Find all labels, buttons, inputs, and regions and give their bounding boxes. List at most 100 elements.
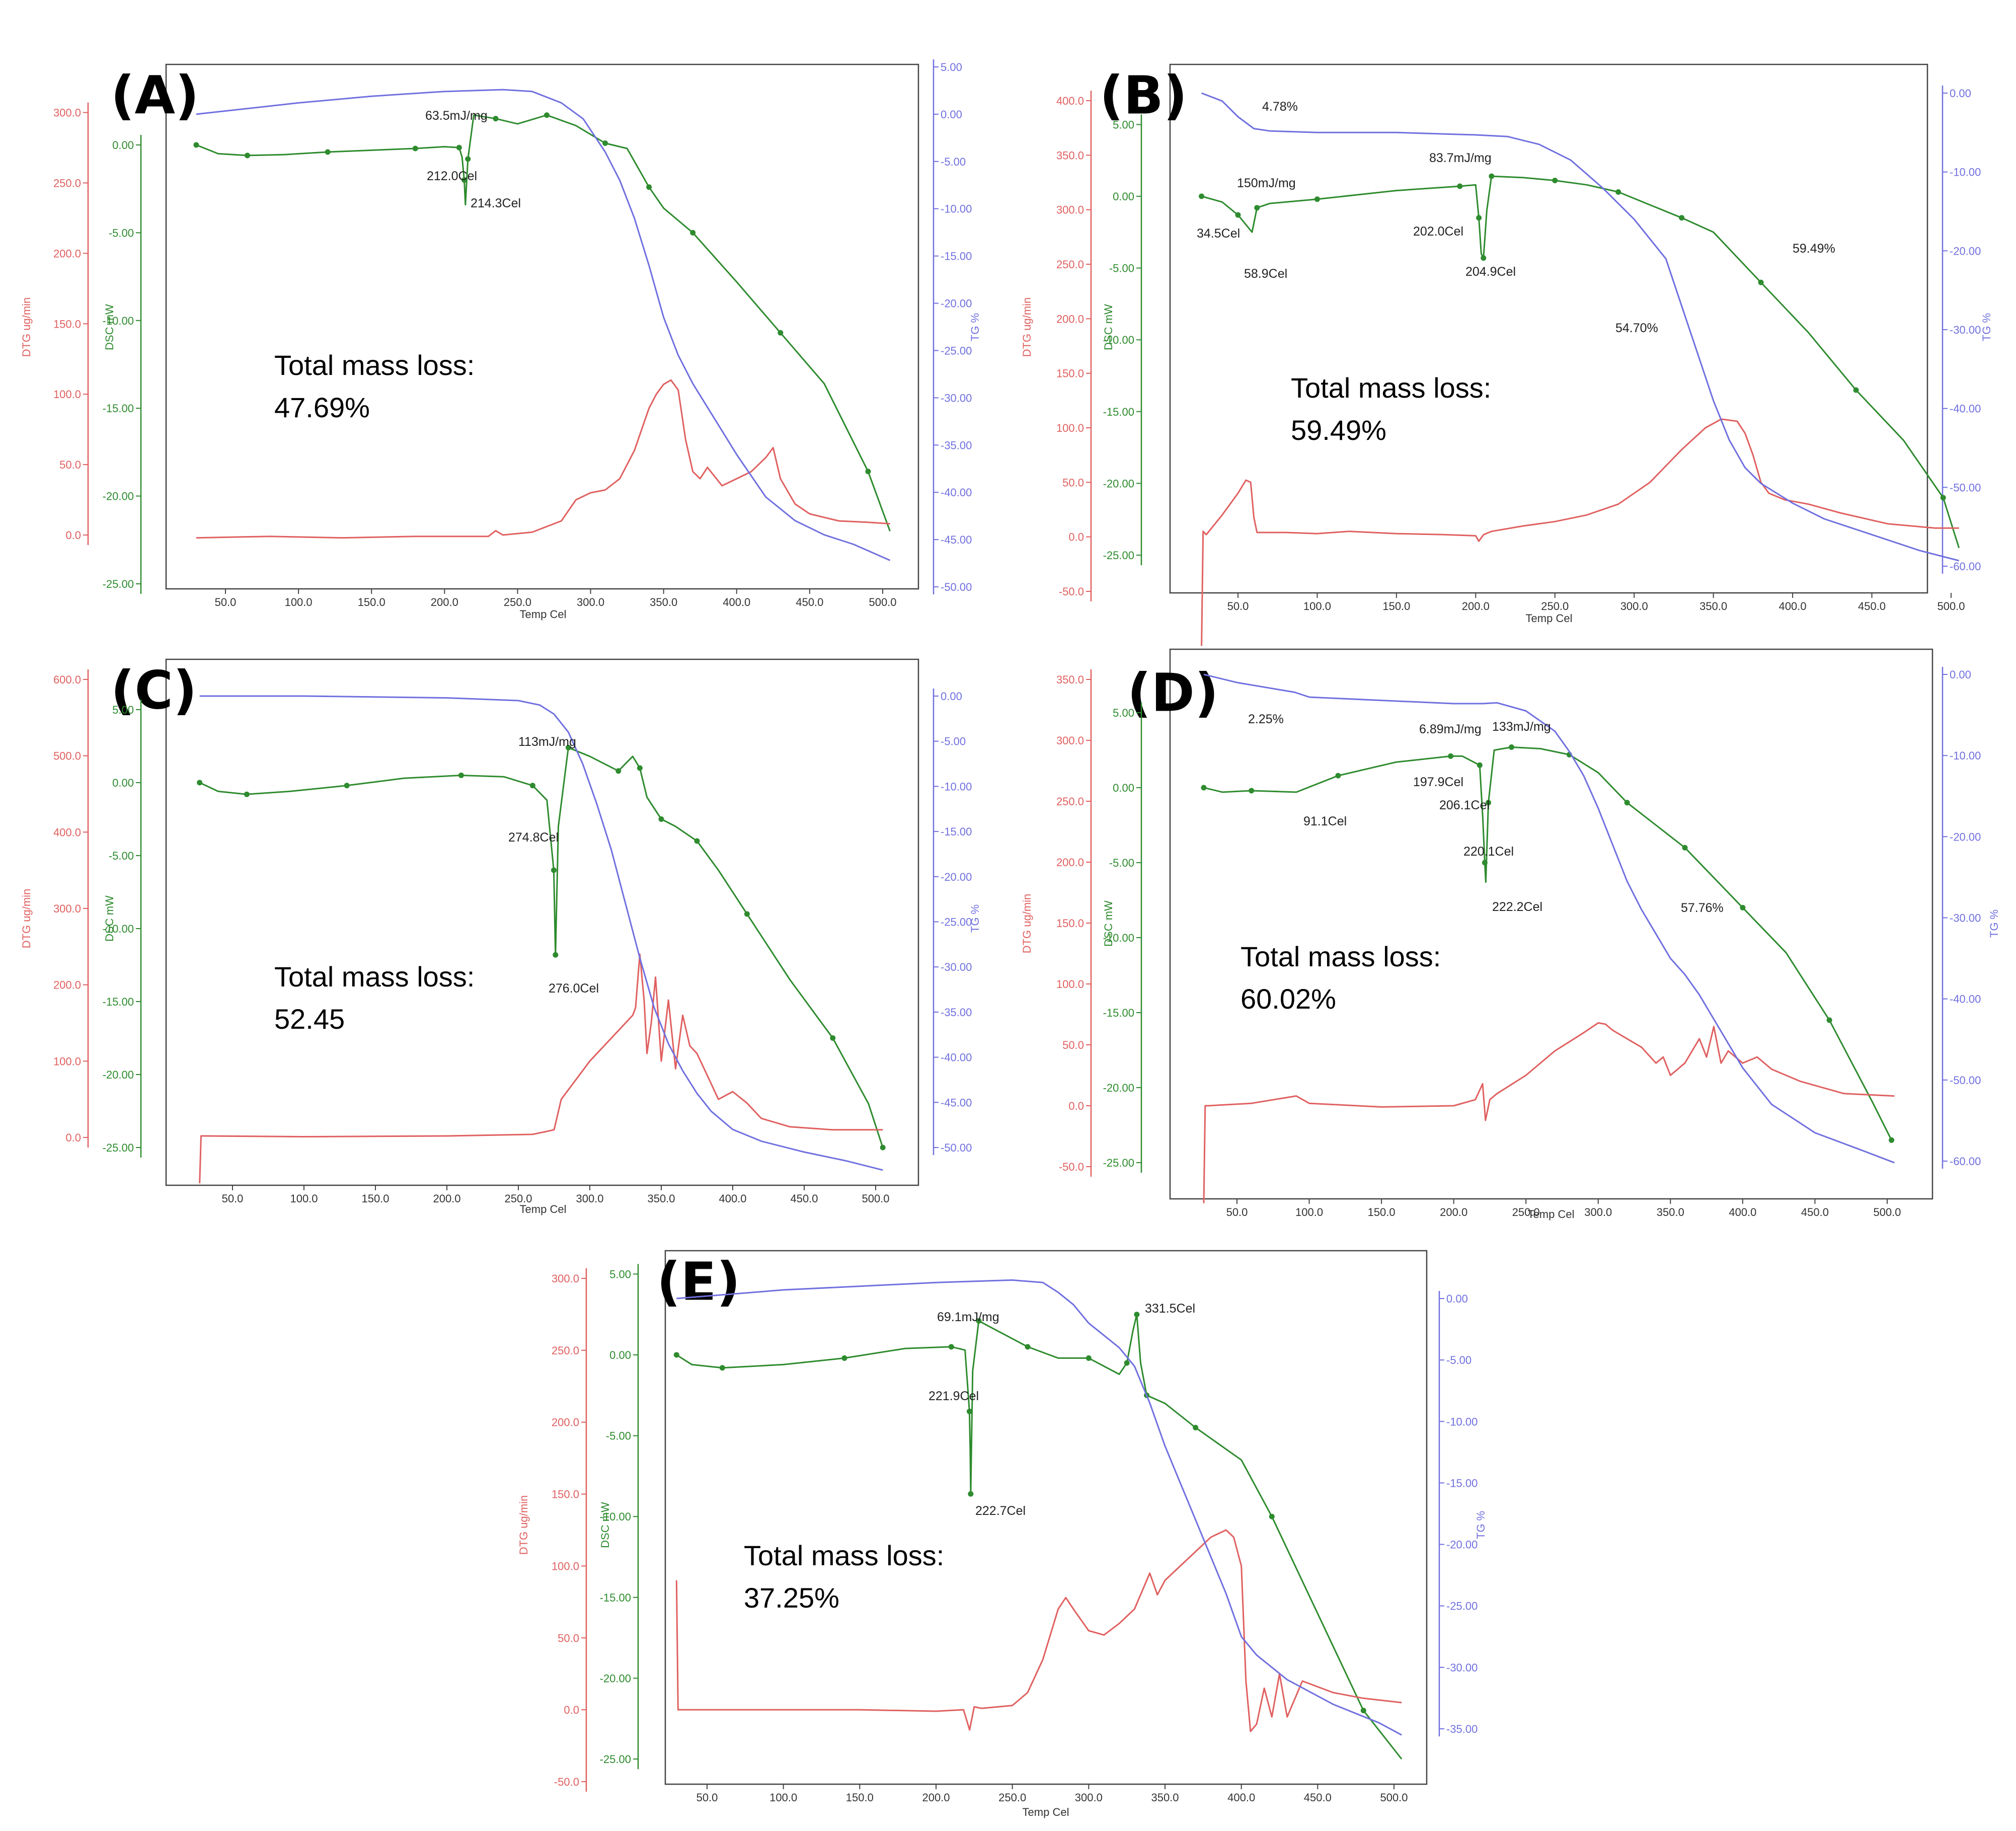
dtg-tick-label: 150.0 xyxy=(1056,367,1084,380)
dtg-curve xyxy=(196,379,890,539)
dsc-marker xyxy=(1235,212,1241,218)
dsc-tick-label: -20.00 xyxy=(1103,1082,1134,1094)
dtg-tick-label: 150.0 xyxy=(1056,917,1084,930)
panel-c: (C) Total mass loss: 52.45 50.0 100.0 150.0 20… xyxy=(20,658,981,1215)
dsc-curve xyxy=(1201,175,1960,549)
dsc-marker xyxy=(1481,255,1487,261)
x-tick-label: 50.0 xyxy=(215,596,237,608)
tg-tick-label: -35.00 xyxy=(1446,1723,1478,1735)
dtg-tick-label: 100.0 xyxy=(1056,978,1084,990)
dsc-marker xyxy=(1615,189,1621,195)
curve-annotation: 276.0Cel xyxy=(549,981,599,996)
dsc-tick-label: -10.00 xyxy=(103,923,134,935)
dtg-tick-label: 200.0 xyxy=(53,247,81,260)
tg-tick-label: 5.00 xyxy=(941,61,962,73)
dsc-tick-label: -5.00 xyxy=(606,1430,631,1442)
panel-a: (A) Total mass loss: 47.69% 50.0 100.0 150.0 2… xyxy=(20,59,981,621)
dsc-tick-label: -5.00 xyxy=(109,850,134,862)
dsc-axis-title: DSC mW xyxy=(103,304,116,350)
curve-annotation: 222.7Cel xyxy=(975,1504,1026,1518)
x-tick-label: 50.0 xyxy=(696,1791,718,1804)
tg-tick-label: -30.00 xyxy=(1950,324,1981,336)
x-tick-label: 250.0 xyxy=(1541,600,1569,613)
dtg-tick-label: 200.0 xyxy=(1056,856,1084,869)
x-tick-label: 400.0 xyxy=(719,1192,746,1205)
curve-annotation: 91.1Cel xyxy=(1303,814,1347,828)
dsc-curve xyxy=(199,746,884,1148)
dtg-tick-label: 0.0 xyxy=(1068,531,1084,544)
dsc-tick-label: -15.00 xyxy=(1103,406,1134,418)
dtg-tick-label: 200.0 xyxy=(1056,313,1084,325)
tg-curve xyxy=(1201,92,1960,562)
dtg-tick-label: 350.0 xyxy=(1056,673,1084,686)
tg-tick-label: -60.00 xyxy=(1950,560,1981,573)
dsc-marker xyxy=(1740,904,1746,910)
curve-annotation: 63.5mJ/mg xyxy=(425,109,488,123)
tg-tick-label: -10.00 xyxy=(1950,749,1981,762)
dsc-marker xyxy=(565,744,571,750)
dsc-marker xyxy=(1085,1355,1092,1361)
dtg-tick-label: 50.0 xyxy=(59,459,81,471)
dsc-marker xyxy=(778,330,784,336)
dsc-marker xyxy=(197,780,203,786)
dsc-marker xyxy=(461,177,468,183)
mass-loss-label: Total mass loss: xyxy=(274,349,475,381)
dtg-tick-label: 300.0 xyxy=(1056,204,1084,216)
tg-tick-label: -40.00 xyxy=(941,1051,972,1064)
dtg-tick-label: 150.0 xyxy=(552,1488,579,1501)
dsc-curve xyxy=(196,114,891,531)
dtg-tick-label: 300.0 xyxy=(1056,734,1084,747)
tg-tick-label: -30.00 xyxy=(1950,912,1981,925)
dsc-marker xyxy=(1360,1708,1366,1714)
dsc-tick-label: -5.00 xyxy=(1109,262,1134,275)
curve-annotation: 83.7mJ/mg xyxy=(1429,151,1492,165)
dsc-tick-label: -15.00 xyxy=(103,402,134,415)
x-tick-label: 450.0 xyxy=(790,1192,818,1205)
plot-frame xyxy=(1169,63,1928,594)
dsc-marker xyxy=(880,1145,886,1151)
x-tick-label: 250.0 xyxy=(998,1791,1026,1804)
curve-annotation: 221.9Cel xyxy=(928,1389,979,1403)
tg-axis-title: TG % xyxy=(969,313,981,341)
tg-curve xyxy=(676,1279,1402,1736)
dsc-tick-label: 5.00 xyxy=(1113,707,1134,719)
dtg-curve xyxy=(675,1529,1402,1732)
dtg-axis-title: DTG ug/min xyxy=(20,889,33,949)
curve-annotation: 204.9Cel xyxy=(1465,265,1516,279)
x-tick-label: 350.0 xyxy=(650,596,677,608)
x-tick-label: 150.0 xyxy=(1382,600,1410,613)
curve-annotation: 57.76% xyxy=(1681,901,1724,915)
dtg-tick-label: 50.0 xyxy=(1062,1039,1084,1051)
curve-annotation: 58.9Cel xyxy=(1244,267,1287,281)
x-tick-label: 450.0 xyxy=(796,596,823,608)
dtg-tick-label: 250.0 xyxy=(552,1344,579,1357)
curve-annotation: 331.5Cel xyxy=(1145,1302,1195,1316)
dtg-axis-title: DTG ug/min xyxy=(517,1495,530,1555)
dsc-marker xyxy=(948,1344,954,1350)
dtg-tick-label: 250.0 xyxy=(1056,258,1084,271)
dsc-marker xyxy=(456,144,462,150)
dsc-axis-title: DSC mW xyxy=(1102,900,1115,947)
dsc-marker xyxy=(1448,753,1454,759)
x-tick-label: 450.0 xyxy=(1801,1206,1829,1218)
dsc-tick-label: -15.00 xyxy=(103,996,134,1008)
tg-tick-label: -30.00 xyxy=(941,961,972,973)
panel-d: (D) Total mass loss: 60.02% 50.0 100.0 150.0 2… xyxy=(1021,648,2000,1220)
x-axis-title: Temp Cel xyxy=(520,1203,567,1215)
tg-tick-label: -50.00 xyxy=(941,581,972,593)
tg-tick-label: -15.00 xyxy=(941,250,972,263)
x-tick-label: 150.0 xyxy=(361,1192,389,1205)
dsc-marker xyxy=(1486,800,1492,806)
dsc-tick-label: -10.00 xyxy=(600,1510,631,1523)
tg-tick-label: -10.00 xyxy=(941,203,972,215)
dtg-tick-label: -50.0 xyxy=(1059,585,1084,598)
dtg-curve xyxy=(199,953,883,1184)
tg-axis-title: TG % xyxy=(1988,909,2000,938)
tg-tick-label: -5.00 xyxy=(941,735,966,748)
dsc-marker xyxy=(1457,183,1463,189)
curve-annotation: 59.49% xyxy=(1793,242,1835,256)
dsc-tick-label: 0.00 xyxy=(112,139,134,151)
dsc-marker xyxy=(1682,845,1688,851)
tg-tick-label: -40.00 xyxy=(941,486,972,499)
dsc-tick-label: -25.00 xyxy=(103,578,134,590)
